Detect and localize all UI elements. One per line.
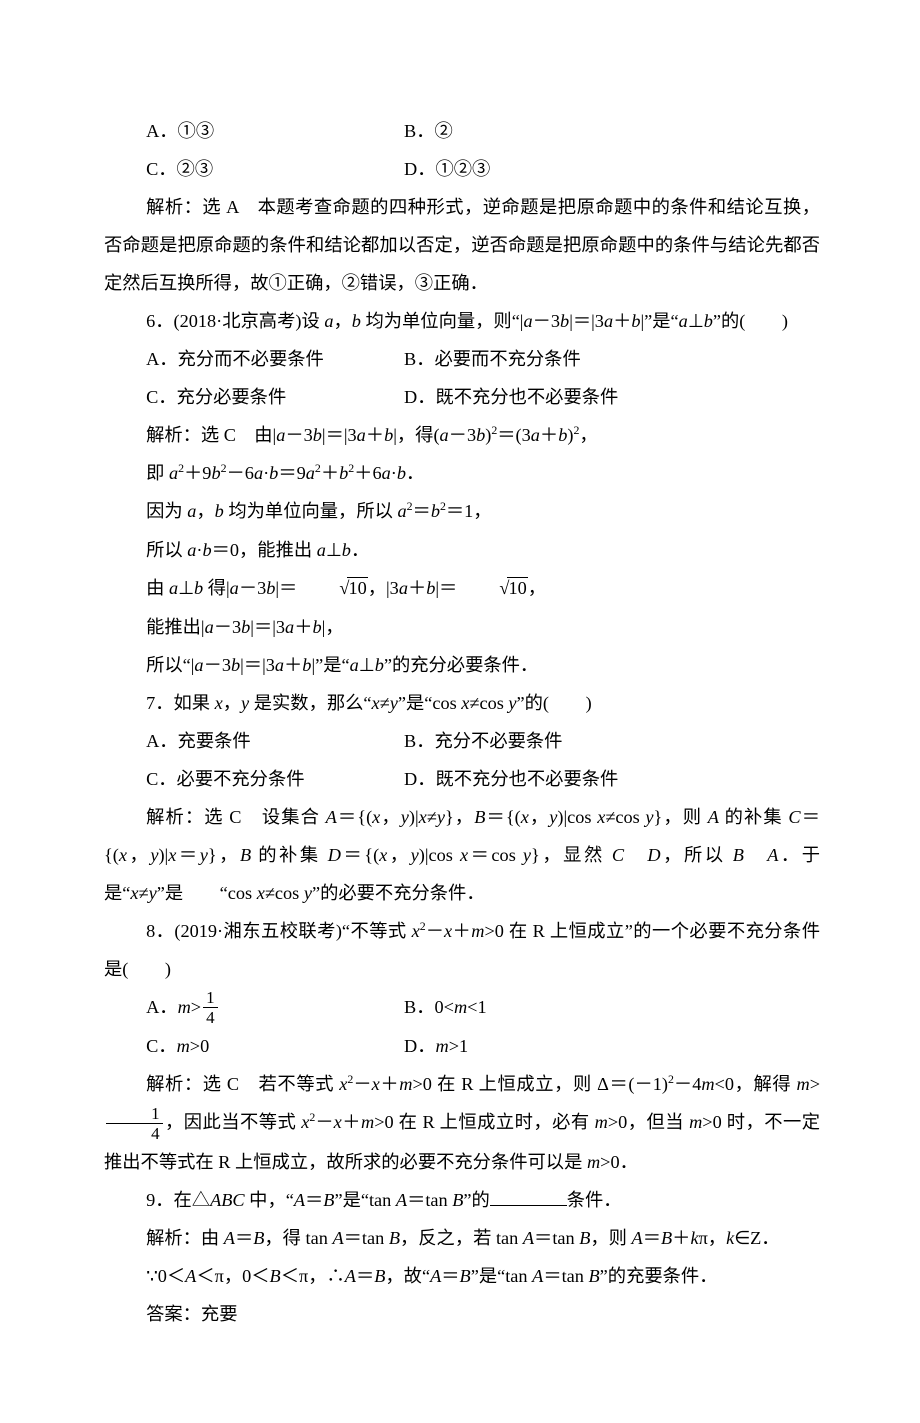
q5-opt-c: C．②③ xyxy=(104,150,404,188)
q6-exp-line4: 所以 a·b＝0，能推出 a⊥b． xyxy=(104,531,820,569)
q6-exp-line3: 因为 a，b 均为单位向量，所以 a2＝b2＝1， xyxy=(104,492,820,530)
q6-options-row2: C．充分必要条件 D．既不充分也不必要条件 xyxy=(104,378,820,416)
q8-opt-d: D．m>1 xyxy=(404,1027,820,1065)
q6-exp-line7: 所以“|a－3b|＝|3a＋b|”是“a⊥b”的充分必要条件． xyxy=(104,646,820,684)
q9-answer: 答案：充要 xyxy=(104,1295,820,1333)
q7-opt-c: C．必要不充分条件 xyxy=(104,760,404,798)
q5-opt-b: B．② xyxy=(404,112,820,150)
q6-options-row1: A．充分而不必要条件 B．必要而不充分条件 xyxy=(104,340,820,378)
q6-exp-line1: 解析：选 C 由|a－3b|＝|3a＋b|，得(a－3b)2＝(3a＋b)2， xyxy=(104,416,820,454)
q6-opt-b: B．必要而不充分条件 xyxy=(404,340,820,378)
q6-exp-line2: 即 a2＋9b2－6a·b＝9a2＋b2＋6a·b． xyxy=(104,454,820,492)
q8-stem: 8．(2019·湘东五校联考)“不等式 x2－x＋m>0 在 R 上恒成立”的一… xyxy=(104,912,820,988)
q7-options-row2: C．必要不充分条件 D．既不充分也不必要条件 xyxy=(104,760,820,798)
q6-opt-d: D．既不充分也不必要条件 xyxy=(404,378,820,416)
q9-exp-line1: 解析：由 A＝B，得 tan A＝tan B，反之，若 tan A＝tan B，… xyxy=(104,1219,820,1257)
q5-explanation: 解析：选 A 本题考查命题的四种形式，逆命题是把原命题中的条件和结论互换，否命题… xyxy=(104,188,820,302)
q6-opt-c: C．充分必要条件 xyxy=(104,378,404,416)
q8-options-row2: C．m>0 D．m>1 xyxy=(104,1027,820,1065)
q5-options-row2: C．②③ D．①②③ xyxy=(104,150,820,188)
q9-exp-line2: ∵0＜A＜π，0＜B＜π，∴A＝B，故“A＝B”是“tan A＝tan B”的充… xyxy=(104,1257,820,1295)
q6-opt-a: A．充分而不必要条件 xyxy=(104,340,404,378)
fill-blank xyxy=(490,1188,567,1205)
q6-exp-line5: 由 a⊥b 得|a－3b|＝10，|3a＋b|＝10， xyxy=(104,569,820,608)
q7-opt-a: A．充要条件 xyxy=(104,722,404,760)
q7-explanation: 解析：选 C 设集合 A＝{(x，y)|x≠y}，B＝{(x，y)|cos x≠… xyxy=(104,798,820,912)
q8-options-row1: A．m>14 B．0<m<1 xyxy=(104,988,820,1027)
q5-opt-d: D．①②③ xyxy=(404,150,820,188)
q7-opt-b: B．充分不必要条件 xyxy=(404,722,820,760)
q7-options-row1: A．充要条件 B．充分不必要条件 xyxy=(104,722,820,760)
q8-opt-b: B．0<m<1 xyxy=(404,988,820,1027)
q7-opt-d: D．既不充分也不必要条件 xyxy=(404,760,820,798)
q7-stem: 7．如果 x，y 是实数，那么“x≠y”是“cos x≠cos y”的( ) xyxy=(104,684,820,722)
q5-options-row1: A．①③ B．② xyxy=(104,112,820,150)
q8-explanation: 解析：选 C 若不等式 x2－x＋m>0 在 R 上恒成立，则 Δ＝(－1)2－… xyxy=(104,1065,820,1180)
q6-stem: 6．(2018·北京高考)设 a，b 均为单位向量，则“|a－3b|＝|3a＋b… xyxy=(104,302,820,340)
q8-opt-a: A．m>14 xyxy=(104,988,404,1027)
q9-stem: 9．在△ABC 中，“A＝B”是“tan A＝tan B”的条件． xyxy=(104,1181,820,1219)
q6-exp-line6: 能推出|a－3b|＝|3a＋b|， xyxy=(104,608,820,646)
q5-opt-a: A．①③ xyxy=(104,112,404,150)
q8-opt-c: C．m>0 xyxy=(104,1027,404,1065)
